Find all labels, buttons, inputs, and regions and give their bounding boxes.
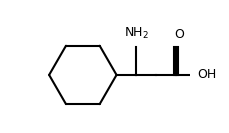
Text: OH: OH xyxy=(197,68,216,81)
Text: NH$_2$: NH$_2$ xyxy=(123,26,148,41)
Text: O: O xyxy=(174,28,183,41)
